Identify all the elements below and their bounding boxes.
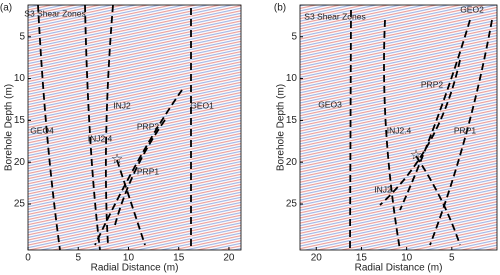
y-tick-label: 15 (14, 115, 26, 126)
x-tick-label: 15 (173, 253, 185, 264)
interpretation-line (37, 4, 61, 251)
interpretation-line (415, 155, 461, 246)
panel-label: (b) (274, 3, 286, 14)
y-tick-label: 20 (286, 157, 298, 168)
interpretation-line (94, 89, 183, 246)
y-axis-label: Borehole Depth (m) (4, 84, 15, 171)
y-tick-label: 15 (286, 115, 298, 126)
annotation: INJ2 (113, 100, 131, 110)
source-star: ☆ (111, 151, 124, 167)
x-tick-label: 20 (311, 253, 323, 264)
x-tick-label: 10 (401, 253, 413, 264)
x-axis-label: Radial Distance (m) (91, 263, 179, 274)
interpretation-line (379, 59, 461, 206)
x-axis-label: Radial Distance (m) (355, 263, 443, 274)
interpretation-line (84, 4, 101, 251)
y-tick-label: 20 (14, 157, 26, 168)
y-axis-label: Borehole Depth (m) (276, 84, 287, 171)
annotation: INJ2.4 (387, 125, 412, 135)
x-tick-label: 5 (75, 253, 81, 264)
seismic-image (28, 5, 241, 250)
panel-b-image: ☆ (300, 5, 497, 251)
annotation: GEO4 (30, 125, 54, 135)
y-tick-label: 10 (14, 73, 26, 84)
annotation: S3 Shear Zones (304, 11, 365, 21)
plot-frame (27, 4, 242, 251)
y-tick-label: 25 (14, 199, 26, 210)
annotation: PRP1 (454, 125, 476, 135)
interpretation-line (399, 19, 471, 211)
source-star: ☆ (410, 147, 423, 163)
panel-label: (a) (0, 3, 12, 14)
annotation: GEO1 (190, 100, 214, 110)
interpretation-line (114, 119, 166, 226)
y-tick-label: 10 (286, 73, 298, 84)
annotation: PRP2 (137, 121, 159, 131)
x-tick-label: 5 (449, 253, 455, 264)
plot-frame (299, 4, 498, 251)
interpretation-line (104, 4, 114, 246)
annotation: GEO3 (318, 99, 342, 109)
x-tick-label: 10 (123, 253, 135, 264)
interpretation-line (349, 9, 352, 251)
interpretation-line (383, 19, 401, 251)
annotation: PRP1 (137, 166, 159, 176)
y-tick-label: 5 (19, 31, 25, 42)
x-tick-label: 15 (356, 253, 368, 264)
panel-a-image: ☆ (28, 4, 241, 251)
x-tick-label: 0 (25, 253, 31, 264)
y-tick-label: 5 (291, 31, 297, 42)
annotation: GEO2 (460, 4, 484, 14)
interpretation-line (116, 159, 146, 246)
annotation: PRP2 (421, 79, 443, 89)
x-tick-label: 20 (223, 253, 235, 264)
annotation: S3 Shear Zones (24, 8, 85, 18)
annotation: INJ2 (374, 184, 392, 194)
seismic-image (300, 5, 497, 250)
y-tick-label: 25 (286, 199, 298, 210)
annotation: INJ2.4 (88, 133, 113, 143)
